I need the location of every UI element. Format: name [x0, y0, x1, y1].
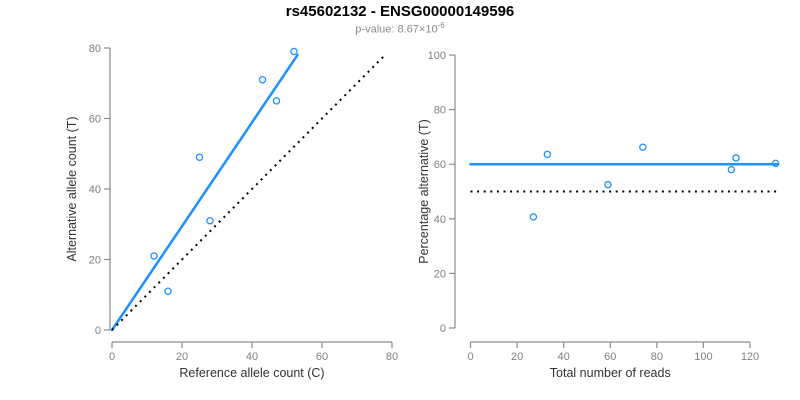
x-tick-label: 120 — [741, 351, 759, 363]
x-tick-label: 80 — [651, 351, 663, 363]
right-plot: 0 20 40 60 80 100 0 20 40 60 80 100 120 Total number … — [417, 50, 780, 380]
y-tick-label: 80 — [89, 43, 101, 55]
y-tick-label: 0 — [440, 323, 446, 335]
data-point — [727, 165, 736, 174]
data-point — [604, 180, 612, 189]
data-point — [206, 216, 214, 225]
y-tick-label: 100 — [428, 50, 446, 62]
data-point — [543, 150, 552, 159]
pvalue-text: p-value: 8.67×10 — [355, 23, 438, 36]
x-tick-label: 100 — [694, 351, 712, 363]
y-axis-title: Percentage alternative (T) — [417, 119, 431, 264]
x-tick-label: 60 — [316, 351, 328, 363]
y-tick-label: 20 — [434, 268, 446, 280]
left-plot: 0 20 40 60 80 0 20 40 60 80 Reference allele count… — [65, 43, 398, 380]
y-tick-label: 40 — [434, 214, 446, 226]
data-point — [732, 154, 740, 162]
x-tick-label: 40 — [558, 351, 570, 363]
data-point — [771, 159, 780, 168]
y-axis-title: Alternative allele count (T) — [65, 116, 79, 261]
identity-line — [111, 54, 386, 331]
data-point — [164, 287, 172, 295]
y-tick-label: 80 — [434, 105, 446, 117]
data-point — [529, 213, 538, 221]
x-tick-label: 80 — [386, 351, 398, 363]
y-tick-label: 60 — [434, 159, 446, 171]
data-point — [258, 75, 267, 84]
x-axis-title: Reference allele count (C) — [179, 366, 324, 380]
x-axis-title: Total number of reads — [550, 366, 671, 380]
data-point — [639, 143, 647, 152]
x-tick-label: 60 — [604, 351, 616, 363]
y-tick-label: 0 — [95, 325, 101, 337]
data-point — [150, 252, 158, 260]
x-tick-label: 40 — [246, 351, 258, 363]
x-tick-label: 0 — [467, 351, 473, 363]
y-tick-label: 60 — [89, 114, 101, 126]
data-point — [195, 153, 204, 162]
x-tick-label: 20 — [511, 351, 523, 363]
x-tick-label: 20 — [176, 351, 188, 363]
data-point — [290, 47, 298, 56]
y-tick-label: 40 — [89, 184, 101, 196]
figure-title: rs45602132 - ENSG00000149596 — [285, 3, 515, 20]
y-tick-label: 20 — [89, 255, 101, 267]
pvalue-exponent: -6 — [437, 21, 445, 30]
fit-line — [110, 53, 299, 332]
figure-subtitle: p-value: 8.67×10-6 — [0, 21, 800, 36]
data-point — [272, 97, 281, 105]
x-tick-label: 0 — [109, 351, 115, 363]
